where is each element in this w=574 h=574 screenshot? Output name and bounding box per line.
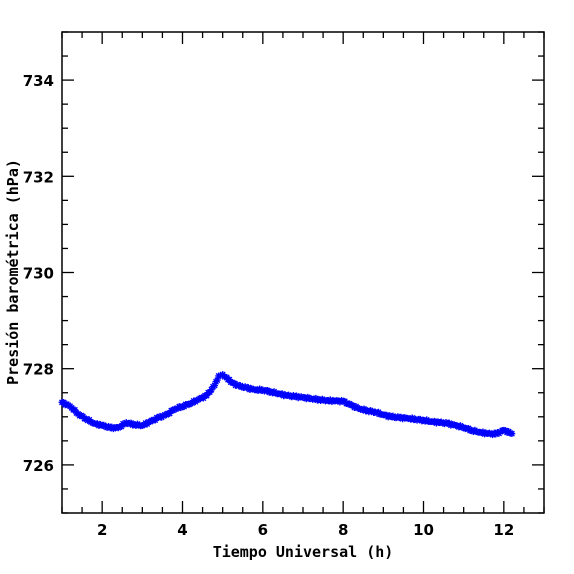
y-axis-label: Presión barométrica (hPa) (4, 159, 22, 385)
data-point (508, 430, 516, 438)
x-tick-label: 6 (258, 521, 268, 539)
data-point-fill (217, 372, 225, 379)
data-point-fill (71, 406, 79, 414)
y-tick-label: 728 (23, 361, 54, 379)
y-tick-label: 726 (23, 457, 54, 475)
data-point-fill (118, 423, 125, 430)
data-point-fill (213, 376, 221, 384)
data-point-fill (208, 386, 215, 394)
axis-ticks (61, 31, 545, 514)
data-point (211, 382, 219, 389)
x-tick-label: 12 (493, 521, 514, 539)
y-tick-label: 732 (23, 168, 54, 186)
y-tick-label: 734 (23, 72, 54, 90)
x-axis-label: Tiempo Universal (h) (213, 543, 394, 561)
data-points (58, 371, 516, 439)
data-point-fill (166, 410, 174, 417)
x-tick-label: 2 (97, 521, 107, 539)
tick-labels: 2 4 6 8 10 12 726 728 730 732 734 (23, 72, 515, 539)
y-tick-label: 730 (23, 265, 54, 283)
data-point-fill (225, 376, 233, 384)
data-point (203, 392, 210, 400)
x-tick-label: 8 (338, 521, 348, 539)
plot-frame (61, 31, 545, 514)
x-tick-label: 4 (177, 521, 187, 539)
x-tick-label: 10 (413, 521, 434, 539)
